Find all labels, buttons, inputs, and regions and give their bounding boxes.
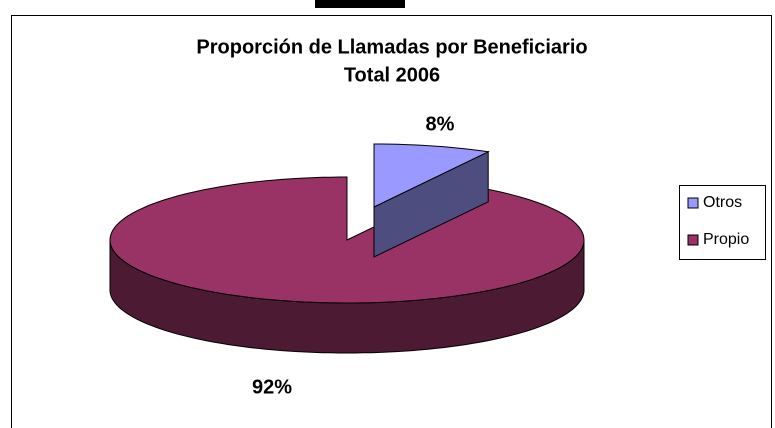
data-label: 92% [252,376,292,398]
legend-label: Propio [703,231,749,248]
slice [109,176,585,304]
top-bar [315,0,405,8]
data-label: 8% [426,113,455,135]
legend-label: Otros [703,194,742,211]
legend-swatch [687,234,699,246]
chart-subtitle: Total 2006 [344,64,440,86]
slice [373,143,490,208]
chart-title: Proporción de Llamadas por Beneficiario [196,36,587,58]
legend-swatch [687,197,699,209]
